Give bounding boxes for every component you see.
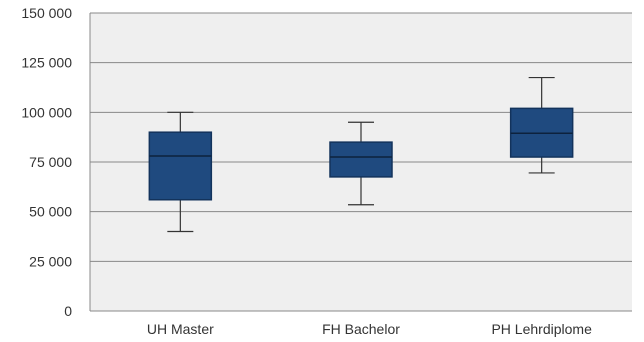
boxes: [148, 76, 574, 233]
y-tick-label: 150 000: [21, 5, 72, 21]
y-tick-label: 100 000: [21, 104, 72, 120]
y-axis-tick-labels: 0 25 000 50 000 75 000 100 000 125 000 150 000: [21, 5, 72, 319]
x-axis-category-labels: UH Master FH Bachelor PH Lehrdiplome: [147, 321, 592, 337]
x-category-label: UH Master: [147, 321, 214, 337]
x-category-label: PH Lehrdiplome: [491, 321, 592, 337]
y-tick-label: 125 000: [21, 55, 72, 71]
y-tick-label: 75 000: [29, 154, 72, 170]
box-uh-master: [148, 111, 213, 233]
y-tick-label: 50 000: [29, 204, 72, 220]
box-fh-bachelor: [329, 121, 393, 206]
box-iqr: [329, 141, 393, 178]
box-iqr: [148, 131, 213, 201]
box-ph-lehrdiplome: [509, 76, 574, 174]
x-category-label: FH Bachelor: [322, 321, 400, 337]
y-tick-label: 25 000: [29, 253, 72, 269]
y-tick-label: 0: [64, 303, 72, 319]
